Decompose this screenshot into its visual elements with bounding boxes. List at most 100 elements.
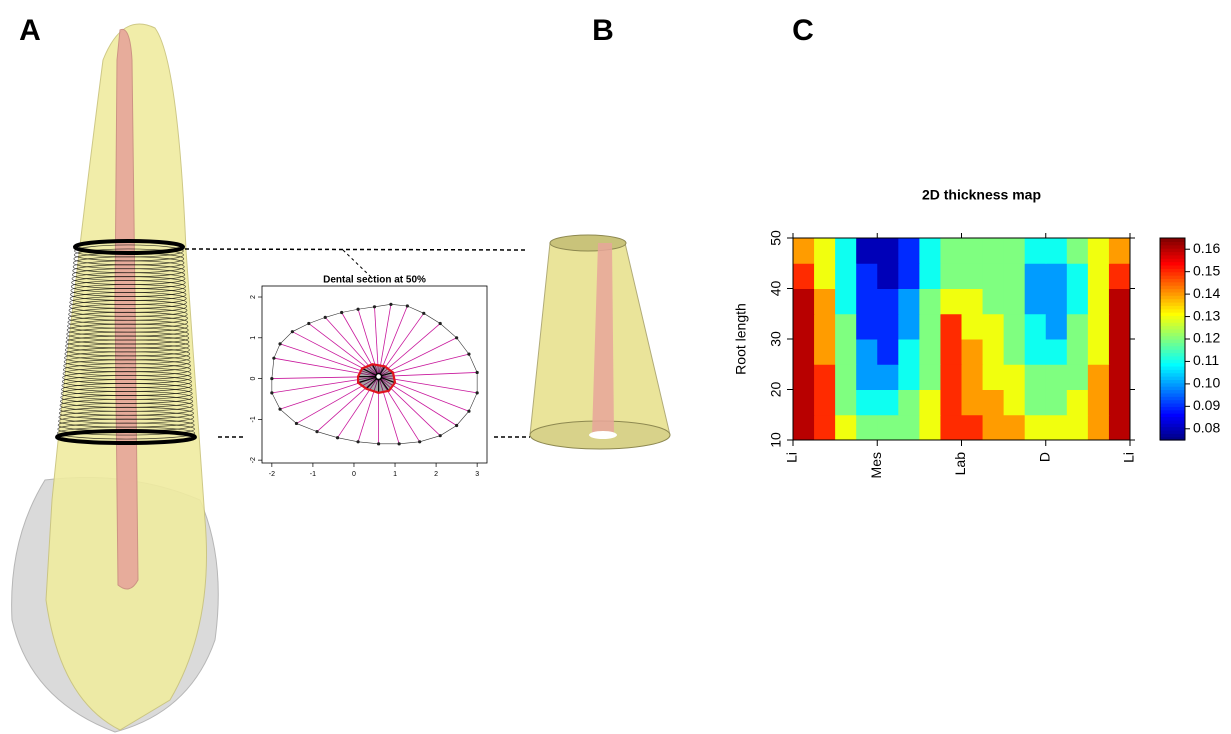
colorbar-step <box>1160 332 1185 337</box>
colorbar-step <box>1160 389 1185 394</box>
colorbar-step <box>1160 318 1185 323</box>
colorbar-step <box>1160 416 1185 421</box>
heat-cell <box>1108 313 1131 340</box>
colorbar-step <box>1160 305 1185 310</box>
heat-cell <box>1024 339 1047 365</box>
heat-cell <box>919 288 941 315</box>
heat-cell <box>793 288 815 315</box>
colorbar-step <box>1160 413 1185 418</box>
heat-cell <box>793 238 815 264</box>
ray <box>279 343 379 377</box>
colorbar-step <box>1160 355 1185 360</box>
colorbar-step <box>1160 268 1185 273</box>
colorbar-step <box>1160 376 1185 380</box>
y-tick-label: 20 <box>768 382 784 398</box>
y-tick-label: 1 <box>250 336 257 340</box>
y-tick-label: 0 <box>250 377 257 381</box>
heat-cell <box>1045 414 1068 441</box>
x-tick-label: D <box>1036 452 1052 462</box>
heat-cell <box>1066 414 1089 441</box>
y-tick-label: 30 <box>768 331 784 347</box>
heat-cell <box>835 288 857 315</box>
connector <box>342 249 373 279</box>
heat-cell <box>1087 364 1110 390</box>
outer-point <box>270 376 274 381</box>
x-tick-label: -2 <box>269 471 275 478</box>
colorbar-step <box>1160 433 1185 438</box>
heat-cell <box>1003 238 1026 264</box>
heat-cell <box>1108 238 1131 264</box>
colorbar-step <box>1160 241 1185 246</box>
heat-cell <box>1045 238 1068 264</box>
colorbar-step <box>1160 291 1185 296</box>
colorbar-step <box>1160 275 1185 279</box>
outer-point <box>290 330 294 334</box>
heat-cell <box>877 263 899 289</box>
heat-cell <box>1003 339 1026 365</box>
colorbar-step <box>1160 312 1185 317</box>
colorbar-step <box>1160 362 1185 367</box>
x-tick-label: Li <box>1121 452 1137 463</box>
ray <box>273 357 379 377</box>
heat-cell <box>982 339 1005 365</box>
heat-cell <box>793 389 815 416</box>
outer-point <box>294 421 299 426</box>
outer-point <box>340 310 344 315</box>
outer-point <box>438 321 442 326</box>
heat-cell <box>898 389 920 416</box>
heat-cell <box>919 339 941 365</box>
colorbar-step <box>1160 339 1185 343</box>
y-axis-label: Root length <box>733 303 749 375</box>
heat-cell <box>835 263 857 289</box>
colorbar-step <box>1160 352 1185 357</box>
heat-cell <box>856 389 878 416</box>
heat-cell <box>1087 238 1110 264</box>
heat-cell <box>1108 263 1131 289</box>
ray <box>316 376 379 432</box>
outer-point <box>278 342 282 346</box>
outer-point <box>467 352 471 356</box>
colorbar-step <box>1160 392 1185 397</box>
heat-cell <box>961 364 984 390</box>
heat-cell <box>898 288 920 315</box>
heat-cell <box>856 339 878 365</box>
heat-cell <box>835 238 857 264</box>
heat-cell <box>961 389 984 416</box>
heat-cell <box>982 263 1005 289</box>
outer-point <box>335 436 340 440</box>
outer-point <box>323 315 327 320</box>
outer-point <box>356 440 360 444</box>
outer-point <box>389 302 393 306</box>
heat-cell <box>1087 313 1110 340</box>
heat-cell <box>1108 414 1131 441</box>
colorbar-tick-label: 0.12 <box>1193 330 1220 346</box>
heat-cell <box>1066 313 1089 340</box>
outer-point <box>356 307 360 311</box>
heat-cell <box>877 389 899 416</box>
colorbar-step <box>1160 254 1185 259</box>
outer-point <box>467 409 471 413</box>
heat-cell <box>1108 339 1131 365</box>
ray <box>378 376 421 443</box>
colorbar-step <box>1160 379 1185 384</box>
colorbar-step <box>1160 345 1185 350</box>
outer-point <box>475 370 479 375</box>
ring <box>57 426 196 440</box>
colorbar-step <box>1160 396 1185 401</box>
heat-cell <box>898 364 920 390</box>
heat-cell <box>940 389 962 416</box>
heat-cell <box>856 364 878 390</box>
heat-cell <box>1087 414 1110 441</box>
heat-cell <box>1003 414 1026 441</box>
x-tick-label: 0 <box>352 471 356 478</box>
colorbar-tick-label: 0.14 <box>1193 285 1220 301</box>
colorbar-step <box>1160 409 1185 414</box>
colorbar-step <box>1160 342 1185 347</box>
heat-cell <box>1024 364 1047 390</box>
colorbar-step <box>1160 365 1185 370</box>
heat-cell <box>814 339 836 365</box>
heat-cell <box>961 238 984 264</box>
heat-cell <box>982 238 1005 264</box>
heat-cell <box>1066 288 1089 315</box>
